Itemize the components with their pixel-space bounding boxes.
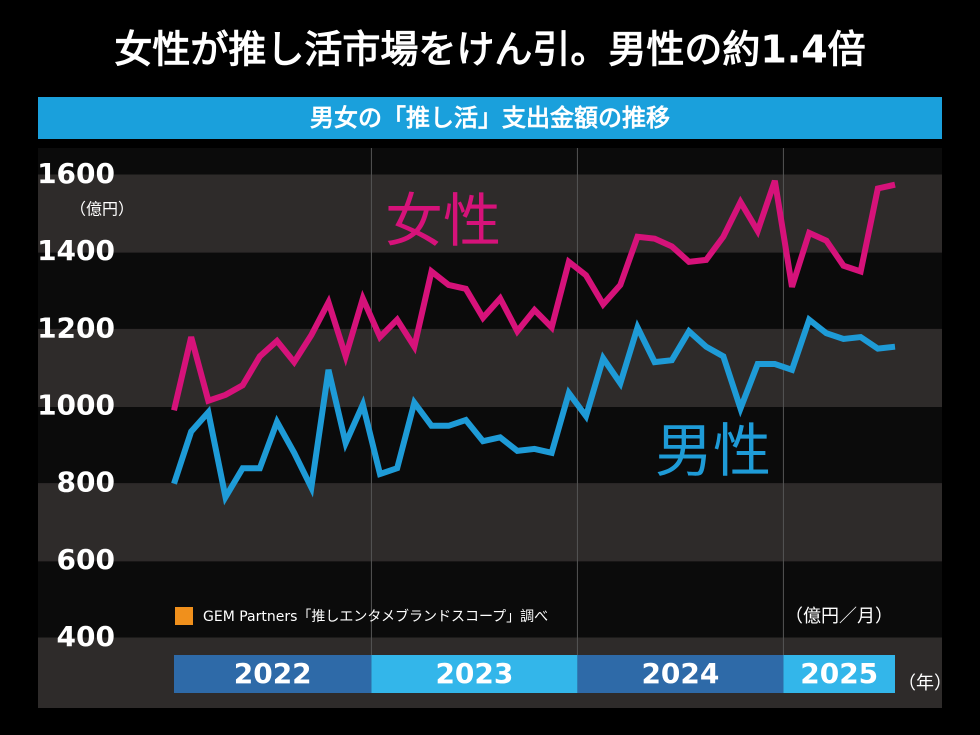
y-tick-label: 400	[57, 620, 115, 653]
period-box	[174, 655, 372, 693]
period-box	[577, 655, 784, 693]
y-unit: （億円）	[70, 200, 134, 219]
y-tick-label: 1000	[37, 389, 115, 422]
year-unit: （年）	[898, 673, 952, 694]
y-tick-label: 600	[57, 543, 115, 576]
period-box	[371, 655, 578, 693]
grid-band	[38, 483, 942, 561]
unit-note: （億円／月）	[785, 606, 893, 627]
series-line	[171, 314, 896, 506]
grid-band	[38, 175, 942, 253]
grid-band	[38, 329, 942, 407]
period-label: 2022	[234, 657, 312, 690]
y-tick-label: 800	[57, 466, 115, 499]
source: GEM Partners「推しエンタメブランドスコープ」調べ	[203, 608, 548, 625]
period-label: 2024	[641, 657, 719, 690]
y-tick-label: 1400	[37, 234, 115, 267]
period-label: 2025	[800, 657, 878, 690]
series-label: 男性	[655, 417, 771, 485]
period-label: 2023	[435, 657, 513, 690]
series-label: 女性	[385, 187, 501, 255]
subtitle: 男女の「推し活」支出金額の推移	[310, 104, 670, 132]
source-icon	[175, 607, 193, 625]
chart-title: 女性が推し活市場をけん引。男性の約1.4倍	[114, 28, 865, 72]
period-box	[783, 655, 895, 693]
y-tick-label: 1600	[37, 157, 115, 190]
subtitle-bar	[38, 97, 942, 139]
series-line	[171, 179, 896, 412]
y-tick-label: 1200	[37, 311, 115, 344]
